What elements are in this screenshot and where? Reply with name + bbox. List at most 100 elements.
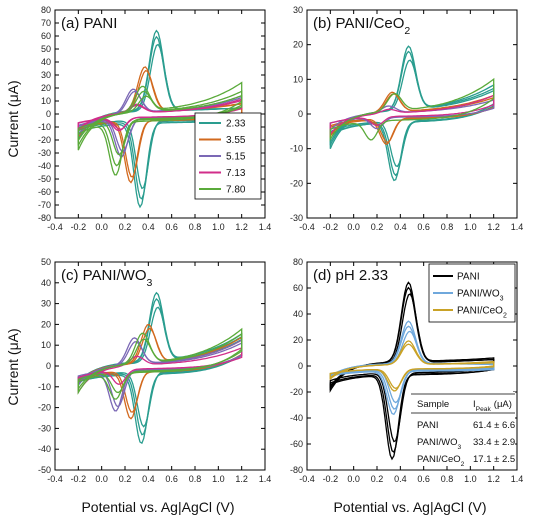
panel-2: -0.4 -0.2 0.0 0.2 0.4 0.6 0.8 1.0 1.2 1.4 -30 -20 -1… <box>290 5 523 232</box>
panel-title: (c) PANI/WO3 <box>61 267 153 289</box>
legend-entry: PANI/CeO2 <box>457 306 507 320</box>
x-tick-label: 0.2 <box>119 222 132 232</box>
x-tick-label: 0.2 <box>371 222 384 232</box>
x-tick-label: -0.2 <box>323 474 339 484</box>
y-tick-label: 40 <box>293 309 303 319</box>
table-cell-sample: PANI/WO3 <box>417 437 461 451</box>
panel-3: -0.4 -0.2 0.0 0.2 0.4 0.6 0.8 1.0 1.2 1.4 -50 -40 -3… <box>38 257 271 484</box>
panel-title: (a) PANI <box>61 15 117 32</box>
x-tick-label: 0.8 <box>441 222 454 232</box>
x-tick-label: 1.0 <box>212 474 225 484</box>
y-tick-label: -60 <box>38 187 51 197</box>
legend-entry: 7.80 <box>226 185 246 196</box>
y-tick-label: 50 <box>41 257 51 267</box>
table-cell-value: 17.1 ± 2.5 <box>473 454 515 465</box>
x-tick-label: 1.4 <box>511 474 524 484</box>
y-tick-label: -70 <box>38 200 51 210</box>
x-tick-label: 0.2 <box>119 474 132 484</box>
y-tick-label: -80 <box>290 465 303 475</box>
y-tick-label: 50 <box>41 44 51 54</box>
y-tick-label: 80 <box>41 5 51 15</box>
y-tick-label: -40 <box>290 413 303 423</box>
x-tick-label: 0.4 <box>394 222 407 232</box>
y-tick-label: 0 <box>46 109 51 119</box>
x-tick-label: 1.0 <box>464 222 477 232</box>
table-header-sample: Sample <box>417 399 449 410</box>
y-tick-label: -60 <box>290 439 303 449</box>
table-background <box>411 392 515 466</box>
panel-title: (b) PANI/CeO2 <box>313 15 410 37</box>
table-cell-sample: PANI/CeO2 <box>417 454 465 468</box>
x-tick-label: 0.0 <box>347 222 360 232</box>
y-tick-label: 10 <box>41 340 51 350</box>
x-tick-label: 1.2 <box>235 474 248 484</box>
y-tick-label: 40 <box>41 278 51 288</box>
legend-entry: 2.33 <box>226 119 246 130</box>
x-tick-label: 0.6 <box>165 222 178 232</box>
y-tick-label: 0 <box>46 361 51 371</box>
panel-1: -0.4 -0.2 0.0 0.2 0.4 0.6 0.8 1.0 1.2 1.4 -80 -70 -6… <box>38 5 271 232</box>
y-tick-label: 30 <box>41 70 51 80</box>
series-5-cycle-3 <box>77 94 243 156</box>
y-tick-label: -50 <box>38 465 51 475</box>
x-tick-label: 1.4 <box>511 222 524 232</box>
table-cell-value: 61.4 ± 6.6 <box>473 420 515 431</box>
y-tick-label: 60 <box>293 283 303 293</box>
series-3-cycle-2 <box>329 343 495 390</box>
x-tick-label: -0.4 <box>299 474 315 484</box>
x-tick-label: 1.2 <box>487 222 500 232</box>
x-tick-label: 0.8 <box>189 222 202 232</box>
x-tick-label: -0.4 <box>299 222 315 232</box>
x-tick-label: -0.4 <box>47 474 63 484</box>
x-tick-label: 0.2 <box>371 474 384 484</box>
series-4-cycle-1 <box>329 94 495 136</box>
y-tick-label: 80 <box>293 257 303 267</box>
panel-title: (d) pH 2.33 <box>313 267 388 284</box>
table-cell-value: 33.4 ± 2.9 <box>473 437 515 448</box>
x-tick-label: 1.4 <box>259 474 272 484</box>
legend-entry: PANI <box>457 272 480 283</box>
y-axis-label-bottom: Current (μA) <box>5 328 21 405</box>
x-tick-label: -0.2 <box>71 474 87 484</box>
y-tick-label: -10 <box>290 144 303 154</box>
x-tick-label: 1.2 <box>235 222 248 232</box>
y-tick-label: 10 <box>293 74 303 84</box>
y-tick-label: 20 <box>41 319 51 329</box>
x-tick-label: 0.4 <box>142 222 155 232</box>
series-5-cycle-2 <box>77 332 243 394</box>
y-tick-label: -40 <box>38 161 51 171</box>
y-tick-label: 20 <box>293 40 303 50</box>
x-tick-label: 1.0 <box>464 474 477 484</box>
x-tick-label: 0.6 <box>165 474 178 484</box>
y-tick-label: 40 <box>41 57 51 67</box>
y-tick-label: 0 <box>298 109 303 119</box>
x-tick-label: -0.4 <box>47 222 63 232</box>
plot-frame <box>306 9 518 219</box>
x-tick-label: 0.0 <box>95 474 108 484</box>
y-tick-label: -80 <box>38 213 51 223</box>
y-tick-label: 70 <box>41 18 51 28</box>
x-axis-label-left: Potential vs. Ag|AgCl (V) <box>81 499 234 515</box>
y-axis-label-top: Current (μA) <box>5 80 21 157</box>
x-axis-label-right: Potential vs. Ag|AgCl (V) <box>333 499 486 515</box>
x-tick-label: 0.4 <box>142 474 155 484</box>
plot-panels: -0.4 -0.2 0.0 0.2 0.4 0.6 0.8 1.0 1.2 1.4 -80 -70 -6… <box>38 5 523 484</box>
panel-4: -0.4 -0.2 0.0 0.2 0.4 0.6 0.8 1.0 1.2 1.4 -80 -60 -4… <box>290 257 523 484</box>
legend-entry: 5.15 <box>226 152 246 163</box>
x-tick-label: 1.0 <box>212 222 225 232</box>
y-tick-label: 30 <box>293 5 303 15</box>
legend-entry: 3.55 <box>226 135 246 146</box>
y-tick-label: 10 <box>41 96 51 106</box>
y-tick-label: 20 <box>41 83 51 93</box>
y-tick-label: -10 <box>38 382 51 392</box>
y-tick-label: -20 <box>290 387 303 397</box>
x-tick-label: 0.0 <box>95 222 108 232</box>
y-tick-label: -20 <box>38 135 51 145</box>
legend-entry: 7.13 <box>226 168 246 179</box>
x-tick-label: -0.2 <box>323 222 339 232</box>
y-tick-label: 20 <box>293 335 303 345</box>
table-cell-sample: PANI <box>417 420 438 431</box>
y-tick-label: -20 <box>38 403 51 413</box>
y-tick-label: 30 <box>41 299 51 309</box>
